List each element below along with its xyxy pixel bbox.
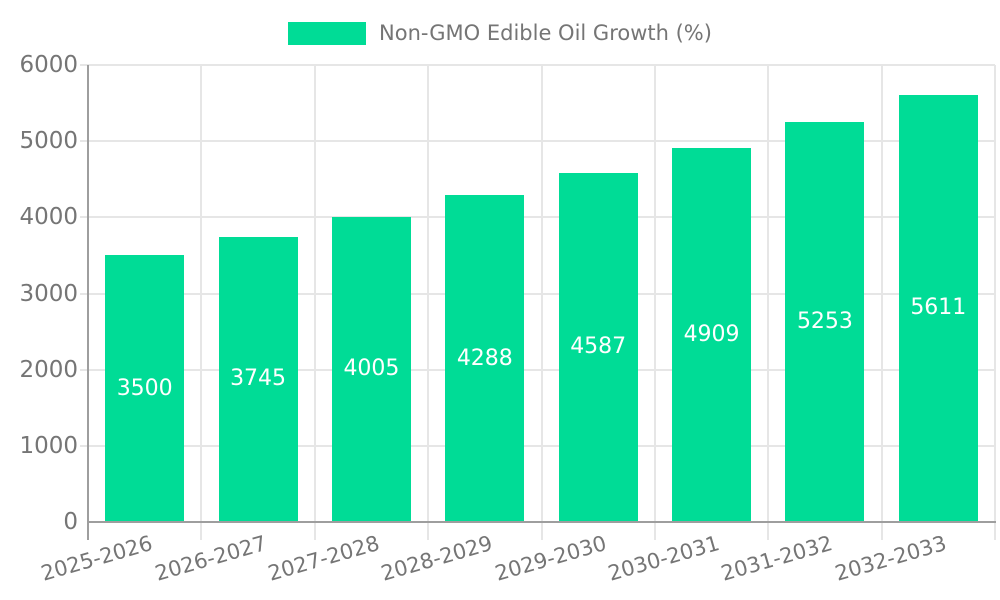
y-axis-line <box>87 65 89 540</box>
y-tick-label: 4000 <box>19 204 78 231</box>
v-gridline <box>653 65 656 540</box>
h-gridline <box>80 368 995 371</box>
y-tick-label: 0 <box>63 509 78 535</box>
y-tick-label: 2000 <box>19 356 78 383</box>
x-tick-label-text: 2032-2033 <box>832 531 949 586</box>
bar-value-label: 4909 <box>683 322 740 348</box>
v-gridline <box>880 65 883 540</box>
x-tick-label-text: 2026-2027 <box>152 531 269 586</box>
bar[interactable] <box>218 236 298 522</box>
bar[interactable] <box>785 121 865 522</box>
bar[interactable] <box>672 148 752 522</box>
bar-value-label: 4288 <box>456 345 513 371</box>
v-gridline <box>200 65 203 540</box>
bar-value-label: 4587 <box>570 334 627 360</box>
chart-legend[interactable]: Non-GMO Edible Oil Growth (%) <box>0 18 1000 48</box>
x-tick-label-text: 2030-2031 <box>605 531 723 586</box>
h-gridline <box>80 64 995 66</box>
y-tick-label: 1000 <box>19 432 78 459</box>
x-tick-label-text: 2027-2028 <box>265 531 383 586</box>
h-gridline <box>80 444 995 447</box>
x-tick-label-text: 2028-2029 <box>378 531 496 586</box>
bar[interactable] <box>898 94 978 522</box>
legend-label: Non-GMO Edible Oil Growth (%) <box>379 21 712 45</box>
bar-value-label: 3500 <box>116 375 173 401</box>
v-gridline <box>313 65 316 540</box>
v-gridline <box>994 65 996 540</box>
h-gridline <box>80 292 995 295</box>
bar[interactable] <box>105 255 185 522</box>
legend-swatch <box>288 21 367 45</box>
y-tick-label: 6000 <box>19 52 78 78</box>
bar-value-label: 4005 <box>343 356 400 382</box>
h-gridline <box>80 216 995 219</box>
y-tick-label: 5000 <box>19 128 78 155</box>
y-tick-label: 3000 <box>19 280 78 307</box>
bar[interactable] <box>331 216 411 522</box>
bar-value-label: 3745 <box>230 366 287 392</box>
bar[interactable] <box>558 172 638 522</box>
v-gridline <box>427 65 430 540</box>
x-tick-label-text: 2031-2032 <box>718 531 836 586</box>
v-gridline <box>767 65 770 540</box>
x-tick-label-text: 2029-2030 <box>492 531 609 586</box>
bar-value-label: 5611 <box>910 295 967 321</box>
h-gridline <box>80 140 995 143</box>
x-tick-label-text: 2025-2026 <box>38 531 156 586</box>
x-axis-line <box>87 521 996 523</box>
bar-value-label: 5253 <box>796 308 853 334</box>
bar[interactable] <box>445 195 525 522</box>
v-gridline <box>540 65 543 540</box>
